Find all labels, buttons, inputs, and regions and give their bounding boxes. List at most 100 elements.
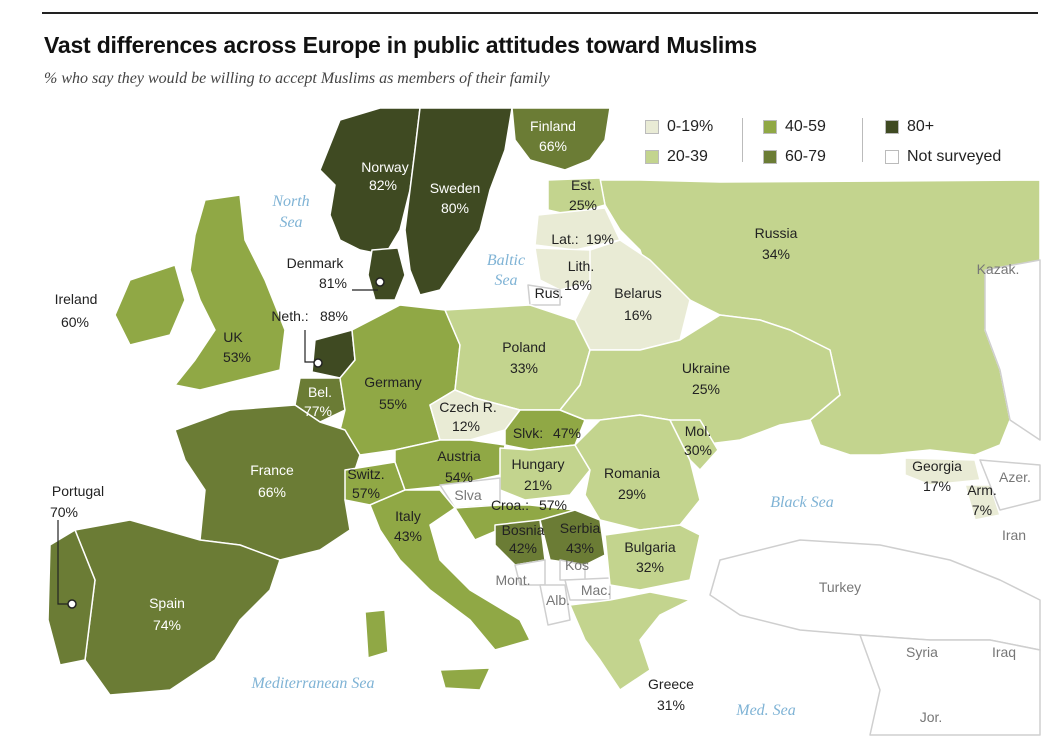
value-uk: 53%: [223, 349, 251, 365]
region-france: [174, 404, 361, 561]
value-romania: 29%: [618, 486, 646, 502]
label-denmark: Denmark: [287, 255, 345, 271]
value-slovakia: 47%: [553, 425, 581, 441]
region-sardinia: [364, 609, 389, 659]
label-greece: Greece: [648, 676, 694, 692]
label-portugal: Portugal: [52, 483, 104, 499]
region-slovakia: [504, 409, 586, 451]
legend: 0-19% 20-39 40-59 60-79 80+ Not surveyed: [627, 104, 1039, 180]
region-italy: [369, 489, 531, 651]
dot-netherlands: [313, 358, 323, 368]
value-serbia: 43%: [566, 540, 594, 556]
label-kosovo: Kos: [565, 557, 589, 573]
label-iran: Iran: [1002, 527, 1026, 543]
legend-label: 80+: [907, 118, 935, 135]
legend-item-60-79: 60-79: [763, 148, 826, 166]
region-bulgaria: [604, 524, 701, 591]
label-spain: Spain: [149, 595, 185, 611]
value-hungary: 21%: [524, 477, 552, 493]
value-bosnia: 42%: [509, 540, 537, 556]
region-armenia: [964, 484, 1001, 521]
label-montenegro: Mont.: [495, 572, 530, 588]
label-finland: Finland: [530, 118, 576, 134]
region-turkey: [709, 539, 1041, 651]
region-hungary: [499, 444, 591, 501]
region-lithuania: [534, 247, 601, 291]
value-moldova: 30%: [684, 442, 712, 458]
label-north-sea-line1: North: [271, 193, 309, 210]
value-bulgaria: 32%: [636, 559, 664, 575]
label-black-sea: Black Sea: [770, 494, 834, 511]
label-romania: Romania: [604, 465, 660, 481]
label-turkey: Turkey: [819, 579, 861, 595]
label-estonia: Est.: [571, 177, 595, 193]
value-georgia: 17%: [923, 478, 951, 494]
legend-item-80-plus: 80+: [885, 118, 934, 136]
region-kazakhstan: [984, 259, 1041, 441]
legend-separator: [862, 118, 863, 162]
label-jordan: Jor.: [920, 709, 943, 725]
value-estonia: 25%: [569, 197, 597, 213]
chart-subtitle: % who say they would be willing to accep…: [44, 70, 550, 87]
chart-title: Vast differences across Europe in public…: [44, 32, 757, 58]
dot-denmark: [375, 277, 385, 287]
label-hungary: Hungary: [512, 456, 565, 472]
label-kazakhstan: Kazak.: [977, 261, 1020, 277]
value-italy: 43%: [394, 528, 422, 544]
legend-label: Not surveyed: [907, 148, 1002, 165]
label-syria: Syria: [906, 644, 938, 660]
label-netherlands: Neth.:: [271, 308, 308, 324]
value-belarus: 16%: [624, 307, 652, 323]
label-mediterranean-sea: Mediterranean Sea: [250, 675, 374, 692]
label-slovenia: Slva: [454, 487, 481, 503]
label-iraq: Iraq: [992, 644, 1016, 660]
region-sicily: [439, 667, 491, 691]
value-lithuania: 16%: [564, 277, 592, 293]
region-kaliningrad: [527, 284, 561, 306]
label-baltic-sea-line1: Baltic: [487, 252, 525, 269]
region-middle-east: [859, 634, 1041, 736]
value-russia: 34%: [762, 246, 790, 262]
region-denmark: [367, 247, 406, 301]
legend-item-20-39: 20-39: [645, 148, 708, 166]
label-north-sea-line2: Sea: [279, 214, 302, 231]
region-sweden: [404, 107, 513, 296]
label-armenia: Arm.: [967, 482, 997, 498]
label-italy: Italy: [395, 508, 421, 524]
label-lithuania: Lith.: [568, 258, 594, 274]
region-finland: [511, 107, 611, 171]
label-georgia: Georgia: [912, 458, 962, 474]
legend-swatch: [645, 150, 659, 164]
legend-swatch: [885, 120, 899, 134]
value-france: 66%: [258, 484, 286, 500]
region-azerbaijan: [979, 459, 1041, 511]
legend-label: 0-19%: [667, 118, 714, 135]
label-czech: Czech R.: [439, 399, 497, 415]
label-latvia: Lat.:: [551, 231, 578, 247]
label-ukraine: Ukraine: [682, 360, 730, 376]
label-moldova: Mol.: [685, 423, 711, 439]
legend-swatch: [645, 120, 659, 134]
label-norway: Norway: [361, 159, 408, 175]
label-uk: UK: [223, 329, 243, 345]
value-austria: 54%: [445, 469, 473, 485]
label-belarus: Belarus: [614, 285, 661, 301]
label-bosnia: Bosnia: [502, 522, 545, 538]
region-moldova: [669, 419, 719, 471]
legend-item-not-surveyed: Not surveyed: [885, 148, 1001, 166]
label-albania: Alb.: [546, 592, 570, 608]
value-norway: 82%: [369, 177, 397, 193]
legend-swatch: [763, 120, 777, 134]
label-switzerland: Switz.: [347, 466, 384, 482]
label-russia-kaliningrad: Rus.: [535, 285, 564, 301]
label-slovakia: Slvk:: [513, 425, 543, 441]
value-croatia: 57%: [539, 497, 567, 513]
label-croatia: Croa.:: [491, 497, 529, 513]
label-sweden: Sweden: [430, 180, 481, 196]
label-ireland: Ireland: [55, 291, 98, 307]
label-azerbaijan: Azer.: [999, 469, 1031, 485]
region-georgia: [904, 457, 981, 486]
region-romania: [574, 414, 701, 531]
label-bulgaria: Bulgaria: [624, 539, 676, 555]
label-russia: Russia: [755, 225, 798, 241]
